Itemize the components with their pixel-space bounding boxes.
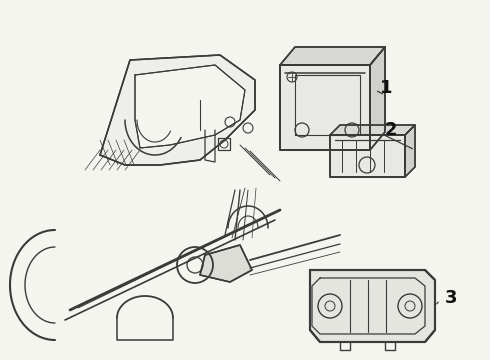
Polygon shape <box>200 245 252 282</box>
Polygon shape <box>280 65 370 150</box>
Text: 3: 3 <box>445 289 458 307</box>
Text: 1: 1 <box>380 79 392 97</box>
Text: 2: 2 <box>385 121 397 139</box>
Polygon shape <box>310 270 435 342</box>
Polygon shape <box>330 135 405 177</box>
Polygon shape <box>370 47 385 150</box>
Polygon shape <box>135 65 245 148</box>
Polygon shape <box>405 125 415 177</box>
Polygon shape <box>100 55 255 165</box>
Polygon shape <box>330 125 415 135</box>
Polygon shape <box>280 47 385 65</box>
